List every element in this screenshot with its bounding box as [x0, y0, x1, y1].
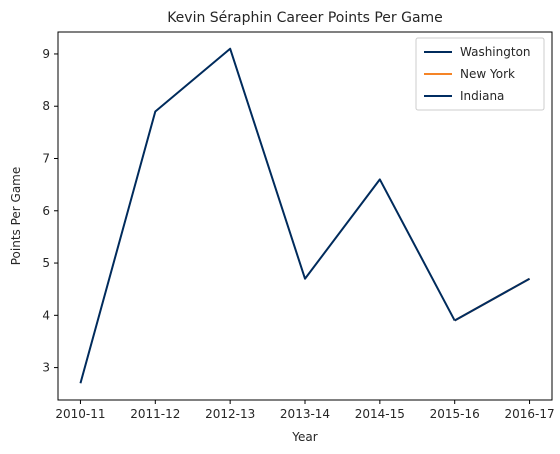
x-tick-label: 2013-14 — [280, 407, 330, 421]
x-tick-label: 2010-11 — [55, 407, 105, 421]
legend-label: New York — [460, 67, 515, 81]
legend-label: Indiana — [460, 89, 504, 103]
y-tick-label: 4 — [42, 308, 50, 322]
y-tick-label: 3 — [42, 361, 50, 375]
x-tick-label: 2012-13 — [205, 407, 255, 421]
y-axis-label: Points Per Game — [9, 167, 23, 266]
x-tick-label: 2015-16 — [430, 407, 480, 421]
legend: Washington New York Indiana — [416, 38, 544, 110]
y-tick-label: 8 — [42, 99, 50, 113]
y-tick-label: 5 — [42, 256, 50, 270]
x-tick-label: 2016-17 — [504, 407, 554, 421]
x-tick-label: 2014-15 — [355, 407, 405, 421]
x-tick-label: 2011-12 — [130, 407, 180, 421]
x-axis-label: Year — [291, 430, 317, 444]
legend-label: Washington — [460, 45, 531, 59]
y-tick-label: 6 — [42, 204, 50, 218]
y-tick-label: 9 — [42, 47, 50, 61]
y-tick-label: 7 — [42, 152, 50, 166]
chart-title: Kevin Séraphin Career Points Per Game — [167, 10, 443, 26]
